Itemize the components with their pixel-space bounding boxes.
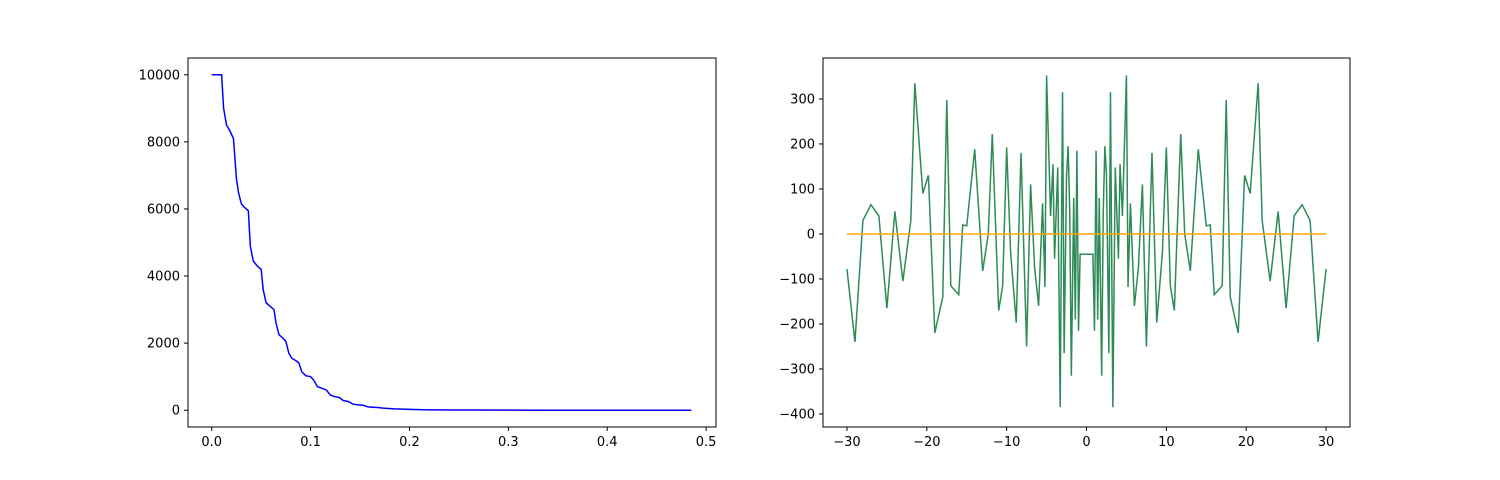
x-tick-label: 0.3 — [498, 435, 519, 450]
x-tick-label: 0.4 — [597, 435, 618, 450]
x-tick-label: 0.1 — [300, 435, 321, 450]
axes-frame — [187, 57, 717, 428]
y-tick-label: 100 — [790, 182, 815, 197]
x-tick-label: 0.5 — [696, 435, 717, 450]
axes-frame — [822, 57, 1351, 428]
y-tick-label: −100 — [779, 272, 815, 287]
y-tick-label: 6000 — [147, 202, 180, 217]
x-tick-label: 30 — [1318, 435, 1335, 450]
y-tick-label: −400 — [779, 407, 815, 422]
y-tick-label: 200 — [790, 137, 815, 152]
data-line — [211, 74, 692, 411]
y-tick-label: −300 — [779, 362, 815, 377]
y-tick-label: 300 — [790, 92, 815, 107]
x-tick-label: 20 — [1238, 435, 1255, 450]
y-tick-label: 4000 — [147, 270, 180, 285]
y-tick-label: −200 — [779, 317, 815, 332]
x-tick-label: 0.2 — [399, 435, 420, 450]
x-tick-label: 0.0 — [201, 435, 222, 450]
y-tick-label: 0 — [172, 404, 180, 419]
y-tick-label: 0 — [807, 227, 815, 242]
x-tick-label: −10 — [993, 435, 1020, 450]
y-tick-label: 8000 — [147, 135, 180, 150]
y-tick-label: 2000 — [147, 337, 180, 352]
x-tick-label: −20 — [913, 435, 940, 450]
x-tick-label: 10 — [1158, 435, 1175, 450]
data-line — [846, 75, 1327, 408]
x-tick-label: −30 — [833, 435, 860, 450]
y-tick-label: 10000 — [139, 68, 180, 83]
x-tick-label: 0 — [1082, 435, 1090, 450]
